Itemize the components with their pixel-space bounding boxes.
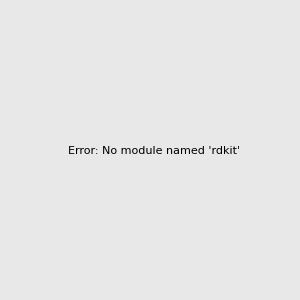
Text: Error: No module named 'rdkit': Error: No module named 'rdkit': [68, 146, 240, 157]
